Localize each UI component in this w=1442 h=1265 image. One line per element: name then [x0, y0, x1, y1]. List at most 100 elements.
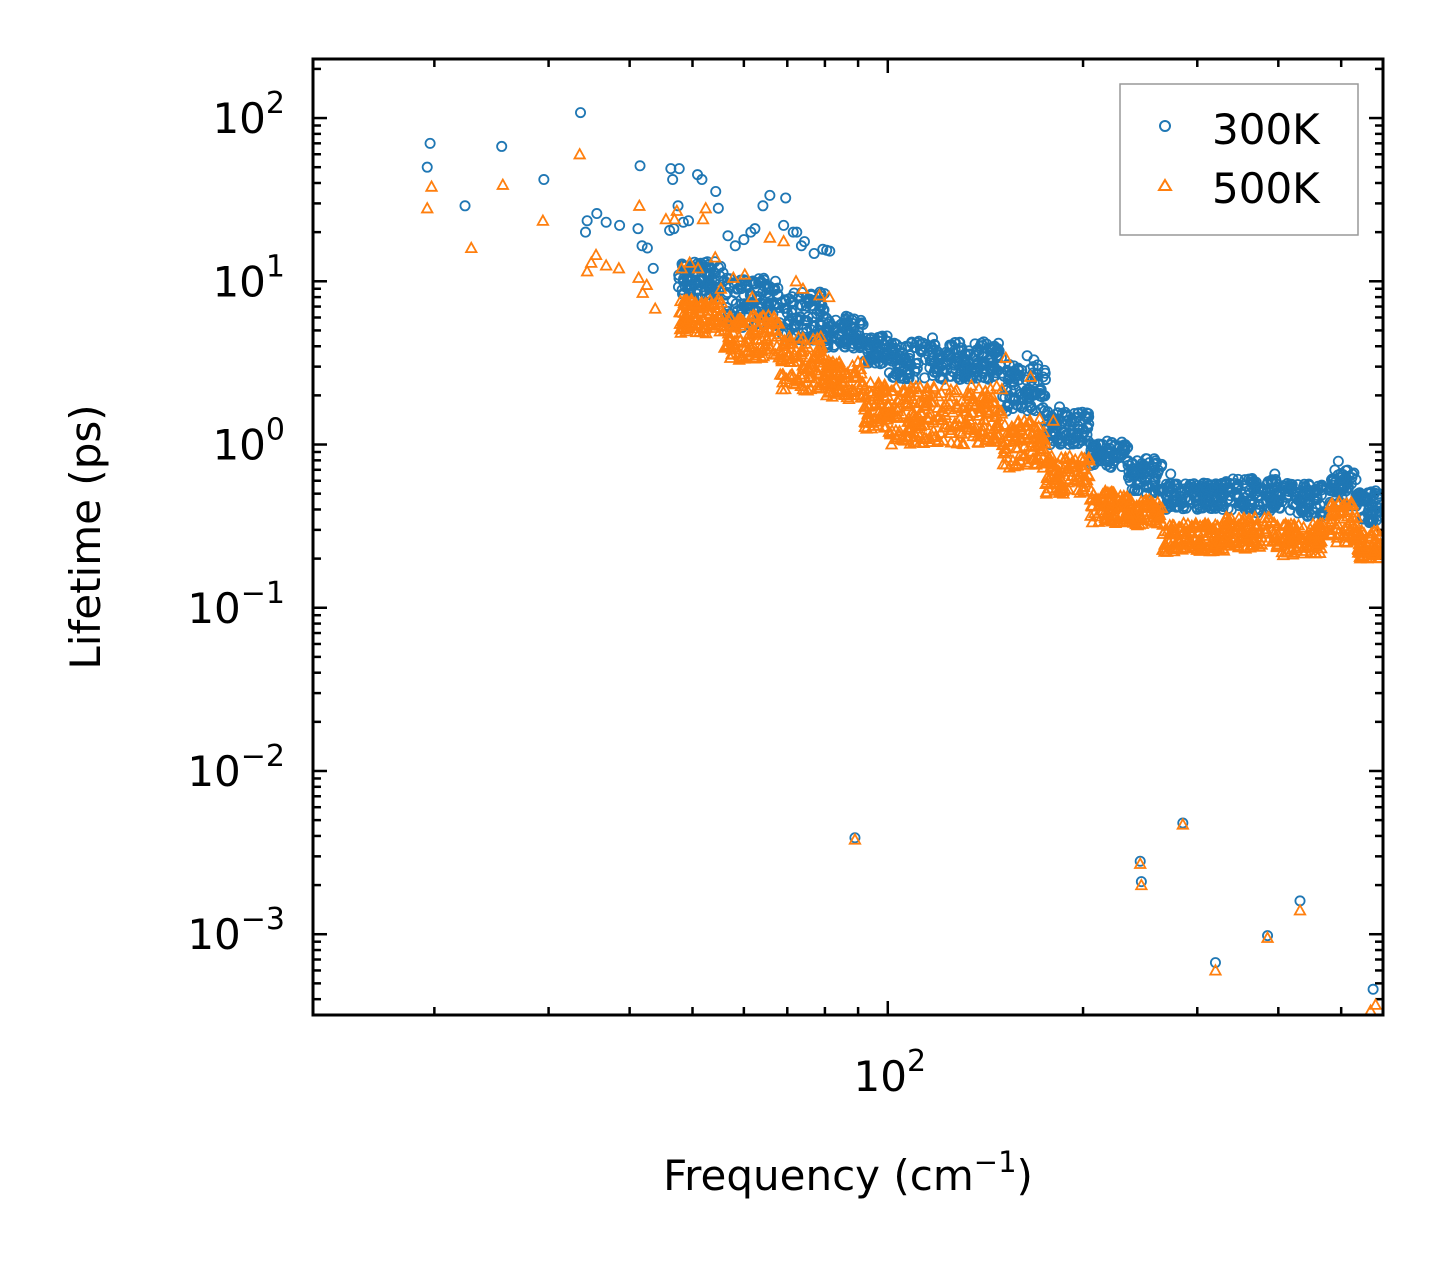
point-300k [672, 200, 684, 212]
point-500k-band [1258, 526, 1273, 539]
x-axis-label: Frequency (cm−1) [663, 1145, 1033, 1200]
point-300k [580, 226, 592, 238]
point-300k-band [1061, 429, 1073, 441]
legend-label-500k: 500K [1212, 164, 1321, 213]
point-500k-band [806, 357, 820, 370]
point-500k-band [1153, 508, 1167, 521]
point-500k [708, 250, 722, 263]
point-300k-band [705, 280, 717, 292]
point-500k-band [778, 336, 792, 349]
point-500k [796, 281, 810, 294]
point-300k [791, 226, 803, 238]
point-500k-band [722, 330, 736, 343]
point-300k-band [1308, 507, 1320, 519]
point-500k-band [1011, 413, 1026, 427]
point-500k-band [744, 327, 758, 340]
point-500k-band [1133, 499, 1147, 512]
point-300k [581, 215, 593, 227]
point-500k-band [1083, 508, 1098, 521]
point-300k-band [1298, 503, 1310, 515]
point-500k-band [1084, 498, 1099, 511]
point-500k [424, 179, 439, 192]
point-500k-band [1130, 500, 1144, 514]
point-500k-band [989, 379, 1004, 392]
point-500k-band [1340, 535, 1354, 548]
point-500k-band [1248, 510, 1262, 523]
point-300k-band [1118, 443, 1130, 455]
point-500k-band [901, 421, 915, 435]
legend-label-300k: 300K [1212, 105, 1321, 154]
point-300k [1370, 485, 1382, 497]
point-300k-band [1014, 369, 1026, 381]
point-500k-band [726, 326, 741, 339]
point-300k-band [704, 270, 716, 282]
point-300k [647, 262, 659, 274]
point-300k-band [1301, 488, 1313, 500]
point-500k-band [919, 386, 933, 399]
point-500k-band [746, 308, 760, 321]
point-500k-band [930, 400, 945, 413]
point-500k-band [966, 391, 980, 404]
point-300k-band [1034, 385, 1046, 397]
point-500k-band [890, 410, 905, 423]
point-300k-band [1203, 494, 1215, 506]
point-500k-band [904, 420, 919, 433]
point-300k [778, 219, 790, 231]
point-300k-band [1234, 497, 1246, 509]
point-300k-band [1288, 498, 1300, 510]
point-300k-band [694, 279, 706, 291]
point-300k [1367, 983, 1379, 995]
point-500k-band [949, 397, 964, 410]
point-500k-band [831, 384, 845, 397]
point-500k-band [1238, 541, 1252, 554]
point-500k-band [790, 349, 805, 362]
point-300k [614, 219, 626, 231]
point-300k-band [826, 332, 838, 344]
point-500k [589, 247, 603, 261]
point-500k-band [1092, 514, 1106, 527]
point-500k-band [1071, 483, 1085, 496]
point-500k-band [1325, 504, 1339, 517]
point-500k-band [732, 352, 746, 365]
point-500k-band [1143, 500, 1157, 513]
point-500k-band [885, 423, 899, 436]
point-500k-band [715, 307, 729, 320]
point-500k-band [992, 427, 1006, 441]
point-500k-band [688, 296, 703, 309]
point-500k [696, 212, 710, 225]
point-300k-band [789, 321, 801, 333]
point-500k-band [821, 375, 835, 388]
point-500k-band [848, 364, 863, 378]
point-300k-band [897, 347, 909, 359]
point-500k-band [953, 411, 967, 424]
point-500k-band [1344, 495, 1359, 508]
point-500k-band [1339, 529, 1353, 542]
point-500k [648, 301, 662, 314]
point-500k-band [1096, 499, 1111, 512]
point-500k-band [1329, 535, 1344, 548]
point-300k [665, 163, 677, 175]
point-500k-band [1122, 505, 1137, 518]
point-500k-band [892, 392, 907, 405]
point-300k-band [1245, 496, 1257, 508]
point-500k-band [1058, 464, 1073, 477]
point-500k-band [1333, 506, 1348, 519]
point-500k-band [774, 348, 789, 361]
point-300k-band [1128, 468, 1140, 480]
point-500k [464, 240, 479, 254]
point-300k-band [1201, 499, 1213, 511]
point-300k-band [1089, 441, 1101, 453]
point-500k-band [849, 370, 864, 383]
point-500k-band [1149, 509, 1164, 522]
point-500k [420, 201, 434, 214]
point-300k-band [1122, 471, 1134, 483]
point-300k-band [993, 345, 1005, 357]
point-500k-band [1339, 523, 1353, 536]
point-500k-band [1252, 539, 1267, 552]
point-300k-band [1250, 476, 1262, 488]
point-300k-band [802, 316, 814, 328]
point-300k-band [769, 283, 781, 295]
point-300k-band [1220, 476, 1232, 488]
point-300k [459, 200, 471, 212]
point-300k-band [1023, 383, 1035, 395]
